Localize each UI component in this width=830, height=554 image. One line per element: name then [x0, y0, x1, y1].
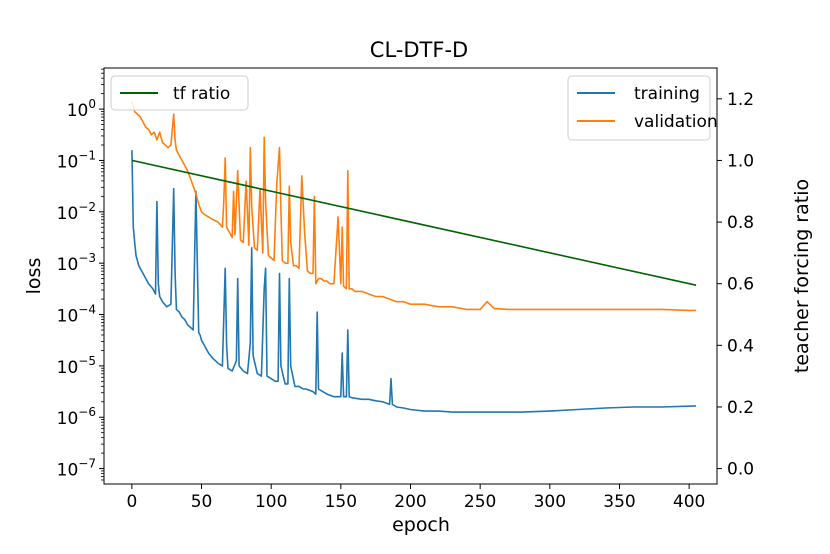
x-tick-label: 100	[255, 492, 287, 512]
y2-tick-label: 0.6	[727, 275, 754, 295]
y-tick-label: 10−5	[57, 354, 96, 378]
x-tick-label: 300	[534, 492, 566, 512]
y2-tick-label: 1.0	[727, 151, 754, 171]
y-tick-label: 10−3	[57, 251, 96, 275]
x-tick-label: 400	[673, 492, 705, 512]
legend-training-label: training	[634, 84, 700, 104]
x-tick-label: 0	[126, 492, 137, 512]
legend-tf-ratio-label: tf ratio	[173, 84, 230, 104]
y-axis-label: loss	[23, 258, 45, 295]
y2-tick-label: 0.0	[727, 460, 754, 480]
series-layer	[131, 101, 697, 413]
y2-tick-label: 1.2	[727, 90, 754, 110]
x-tick-label: 50	[191, 492, 213, 512]
legend-validation-label: validation	[634, 112, 718, 132]
y-tick-label: 10−7	[57, 457, 96, 481]
y-tick-label: 10−4	[57, 303, 96, 327]
y-tick-label: 10−6	[57, 405, 96, 429]
y-tick-label: 100	[67, 97, 96, 121]
y2-tick-label: 0.2	[727, 398, 754, 418]
x-axis-ticks: 0 50 100 150 200 250 300 350 400	[126, 484, 705, 512]
x-tick-label: 250	[464, 492, 496, 512]
chart-title: CL-DTF-D	[370, 38, 468, 62]
y2-tick-label: 0.4	[727, 336, 754, 356]
legend-right: training validation	[567, 75, 718, 141]
y2-axis-ticks: 0.0 0.2 0.4 0.6 0.8 1.0 1.2	[717, 90, 754, 480]
x-tick-label: 350	[603, 492, 635, 512]
legend-left-box	[110, 75, 249, 111]
y-axis-ticks: 100 10−1 10−2 10−3 10−4 10−5 10−6 10−7	[57, 68, 104, 481]
y-tick-label: 10−1	[57, 148, 96, 172]
y-tick-label: 10−2	[57, 200, 96, 224]
y2-tick-label: 0.8	[727, 213, 754, 233]
series-line-tf-ratio	[131, 159, 697, 286]
y2-axis-label: teacher forcing ratio	[791, 179, 813, 373]
legend-left: tf ratio	[110, 75, 249, 111]
series-line-validation	[131, 101, 697, 312]
x-axis-label: epoch	[392, 514, 450, 536]
x-tick-label: 150	[325, 492, 357, 512]
x-tick-label: 200	[394, 492, 426, 512]
series-line-training	[131, 150, 697, 413]
